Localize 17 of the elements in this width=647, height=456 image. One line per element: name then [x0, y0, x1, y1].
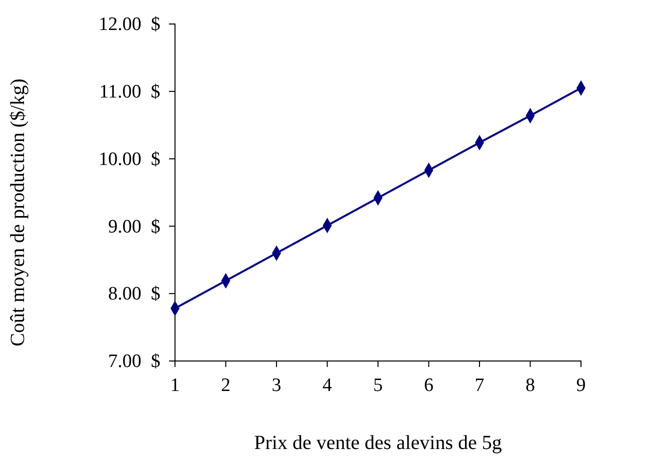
x-tick-label: 4 — [322, 374, 332, 396]
x-tick-label: 9 — [576, 374, 586, 396]
x-axis-title: Prix de vente des alevins de 5g — [254, 432, 502, 454]
x-tick-label: 8 — [526, 374, 535, 396]
y-tick-label: 9.00 $ — [108, 216, 160, 238]
x-tick-label: 7 — [474, 374, 484, 396]
y-tick-label: 10.00 $ — [98, 148, 160, 170]
x-tick-label: 6 — [424, 374, 434, 396]
y-tick-label: 8.00 $ — [108, 284, 160, 305]
y-axis-title: Coût moyen de production ($/kg) — [7, 78, 29, 346]
y-tick-label: 11.00 $ — [99, 81, 160, 102]
x-tick-label: 2 — [221, 374, 230, 396]
x-tick-label: 5 — [373, 374, 383, 396]
x-tick-label: 3 — [272, 374, 282, 396]
y-tick-label: 12.00 $ — [98, 14, 160, 36]
y-tick-label: 7.00 $ — [108, 351, 160, 372]
x-tick-label: 1 — [170, 374, 180, 396]
